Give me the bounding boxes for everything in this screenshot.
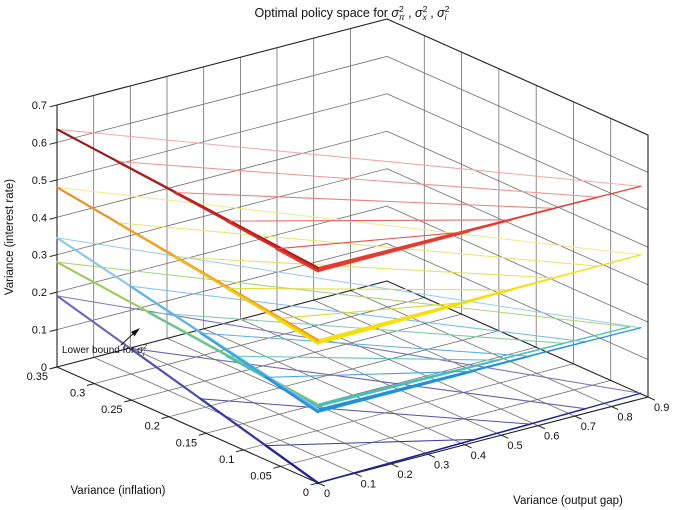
axis-box-edges xyxy=(56,18,649,484)
figure-title: Optimal policy space for σ2 π , σ2 x , σ2 i xyxy=(255,4,450,22)
z-tick-label: 0 xyxy=(41,362,47,374)
annotation-text: Lower bound for σ2 i xyxy=(62,344,147,358)
y-tick-label: 0.9 xyxy=(654,402,669,414)
annotation-lower-bound: Lower bound for σ2 i xyxy=(62,328,147,358)
z-tick-label: 0.6 xyxy=(32,137,47,149)
z-tick-label: 0.7 xyxy=(32,100,47,112)
y-axis-label: Variance (output gap) xyxy=(513,495,623,507)
y-tick-label: 0.2 xyxy=(397,469,412,481)
z-tick-label: 0.3 xyxy=(32,250,47,262)
y-tick-label: 0.7 xyxy=(581,421,596,433)
z-tick-label: 0.5 xyxy=(32,175,47,187)
x-tick-label: 0.25 xyxy=(101,404,122,416)
z-tick-label: 0.1 xyxy=(32,325,47,337)
x-tick-label: 0.15 xyxy=(176,437,197,449)
y-tick-label: 0.6 xyxy=(544,431,559,443)
y-tick-label: 0.8 xyxy=(617,412,632,424)
y-tick-label: 0.3 xyxy=(434,459,449,471)
frontier-family-purple-navy xyxy=(55,294,642,485)
z-axis-label: Variance (interest rate) xyxy=(4,179,16,295)
x-tick-label: 0.05 xyxy=(250,470,271,482)
y-tick-label: 0 xyxy=(324,488,330,500)
y-tick-label: 0.5 xyxy=(507,440,522,452)
z-tick-label: 0.4 xyxy=(32,212,47,224)
frontier-family-sky-blue xyxy=(55,236,642,414)
y-tick-label: 0.4 xyxy=(471,450,486,462)
x-tick-label: 0 xyxy=(303,487,309,499)
annotation-arrowhead-icon xyxy=(131,328,140,337)
x-tick-label: 0.3 xyxy=(70,388,85,400)
z-tick-label: 0.2 xyxy=(32,287,47,299)
axis-ticks-and-labels: 0 0.1 0.2 0.3 0.4 0.5 0.6 0.7 0 0.05 0.1 0.15 0.2 0.2… xyxy=(27,100,670,500)
title-text: Optimal policy space for σ2 π , σ2 x , σ2 i xyxy=(255,4,450,22)
x-tick-label: 0.35 xyxy=(27,371,48,383)
x-tick-label: 0.1 xyxy=(219,454,234,466)
axis-labels: Variance (inflation) Variance (output gap… xyxy=(4,179,623,507)
y-tick-label: 0.1 xyxy=(361,478,376,490)
x-axis-label: Variance (inflation) xyxy=(70,485,165,497)
x-tick-label: 0.2 xyxy=(145,421,160,433)
frontier-family-yellow xyxy=(55,186,642,345)
frontier-family-red xyxy=(55,128,642,273)
grid-lines xyxy=(56,28,649,474)
